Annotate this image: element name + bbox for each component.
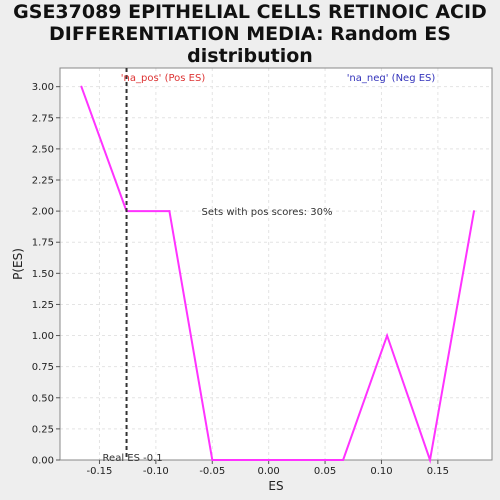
title-line-1: GSE37089 EPITHELIAL CELLS RETINOIC ACID bbox=[13, 1, 487, 23]
y-tick-label: 0.00 bbox=[32, 456, 54, 467]
data-point bbox=[168, 210, 171, 213]
pos-scores-label: Sets with pos scores: 30% bbox=[202, 207, 333, 218]
x-tick-label: 0.05 bbox=[314, 466, 336, 477]
y-tick-label: 2.00 bbox=[32, 207, 54, 218]
neg-es-label: 'na_neg' (Neg ES) bbox=[347, 73, 436, 84]
x-tick-label: -0.05 bbox=[199, 466, 225, 477]
y-axis-label: P(ES) bbox=[11, 248, 25, 280]
y-tick-label: 1.50 bbox=[32, 269, 54, 280]
y-tick-label: 1.25 bbox=[32, 300, 54, 311]
es-distribution-line bbox=[80, 86, 475, 464]
y-tick-label: 3.00 bbox=[32, 82, 54, 93]
y-tick-label: 1.00 bbox=[32, 331, 54, 342]
x-tick-label: 0.15 bbox=[427, 466, 449, 477]
title-line-3: distribution bbox=[187, 45, 313, 67]
x-tick-label: 0.10 bbox=[370, 466, 392, 477]
plot-area bbox=[60, 68, 492, 460]
data-point bbox=[342, 459, 345, 461]
x-tick-label: 0.00 bbox=[258, 466, 280, 477]
y-tick-label: 1.75 bbox=[32, 238, 54, 249]
chart-title: GSE37089 EPITHELIAL CELLS RETINOIC ACID … bbox=[0, 1, 500, 67]
data-point bbox=[472, 210, 475, 213]
y-tick-label: 2.75 bbox=[32, 113, 54, 124]
y-tick-label: 2.50 bbox=[32, 144, 54, 155]
data-point bbox=[386, 334, 389, 337]
data-point bbox=[211, 459, 214, 461]
x-tick-label: -0.15 bbox=[87, 466, 113, 477]
data-point bbox=[428, 459, 431, 461]
pos-es-label: 'na_pos' (Pos ES) bbox=[121, 73, 206, 84]
y-tick-label: 0.25 bbox=[32, 424, 54, 435]
x-axis-label: ES bbox=[268, 479, 283, 493]
y-tick-label: 0.50 bbox=[32, 393, 54, 404]
y-tick-label: 2.25 bbox=[32, 176, 54, 187]
x-tick-label: -0.10 bbox=[143, 466, 169, 477]
title-line-2: DIFFERENTIATION MEDIA: Random ES bbox=[49, 23, 451, 45]
data-point bbox=[80, 85, 83, 88]
y-tick-label: 0.75 bbox=[32, 362, 54, 373]
real-es-label: Real ES -0.1 bbox=[103, 453, 163, 464]
